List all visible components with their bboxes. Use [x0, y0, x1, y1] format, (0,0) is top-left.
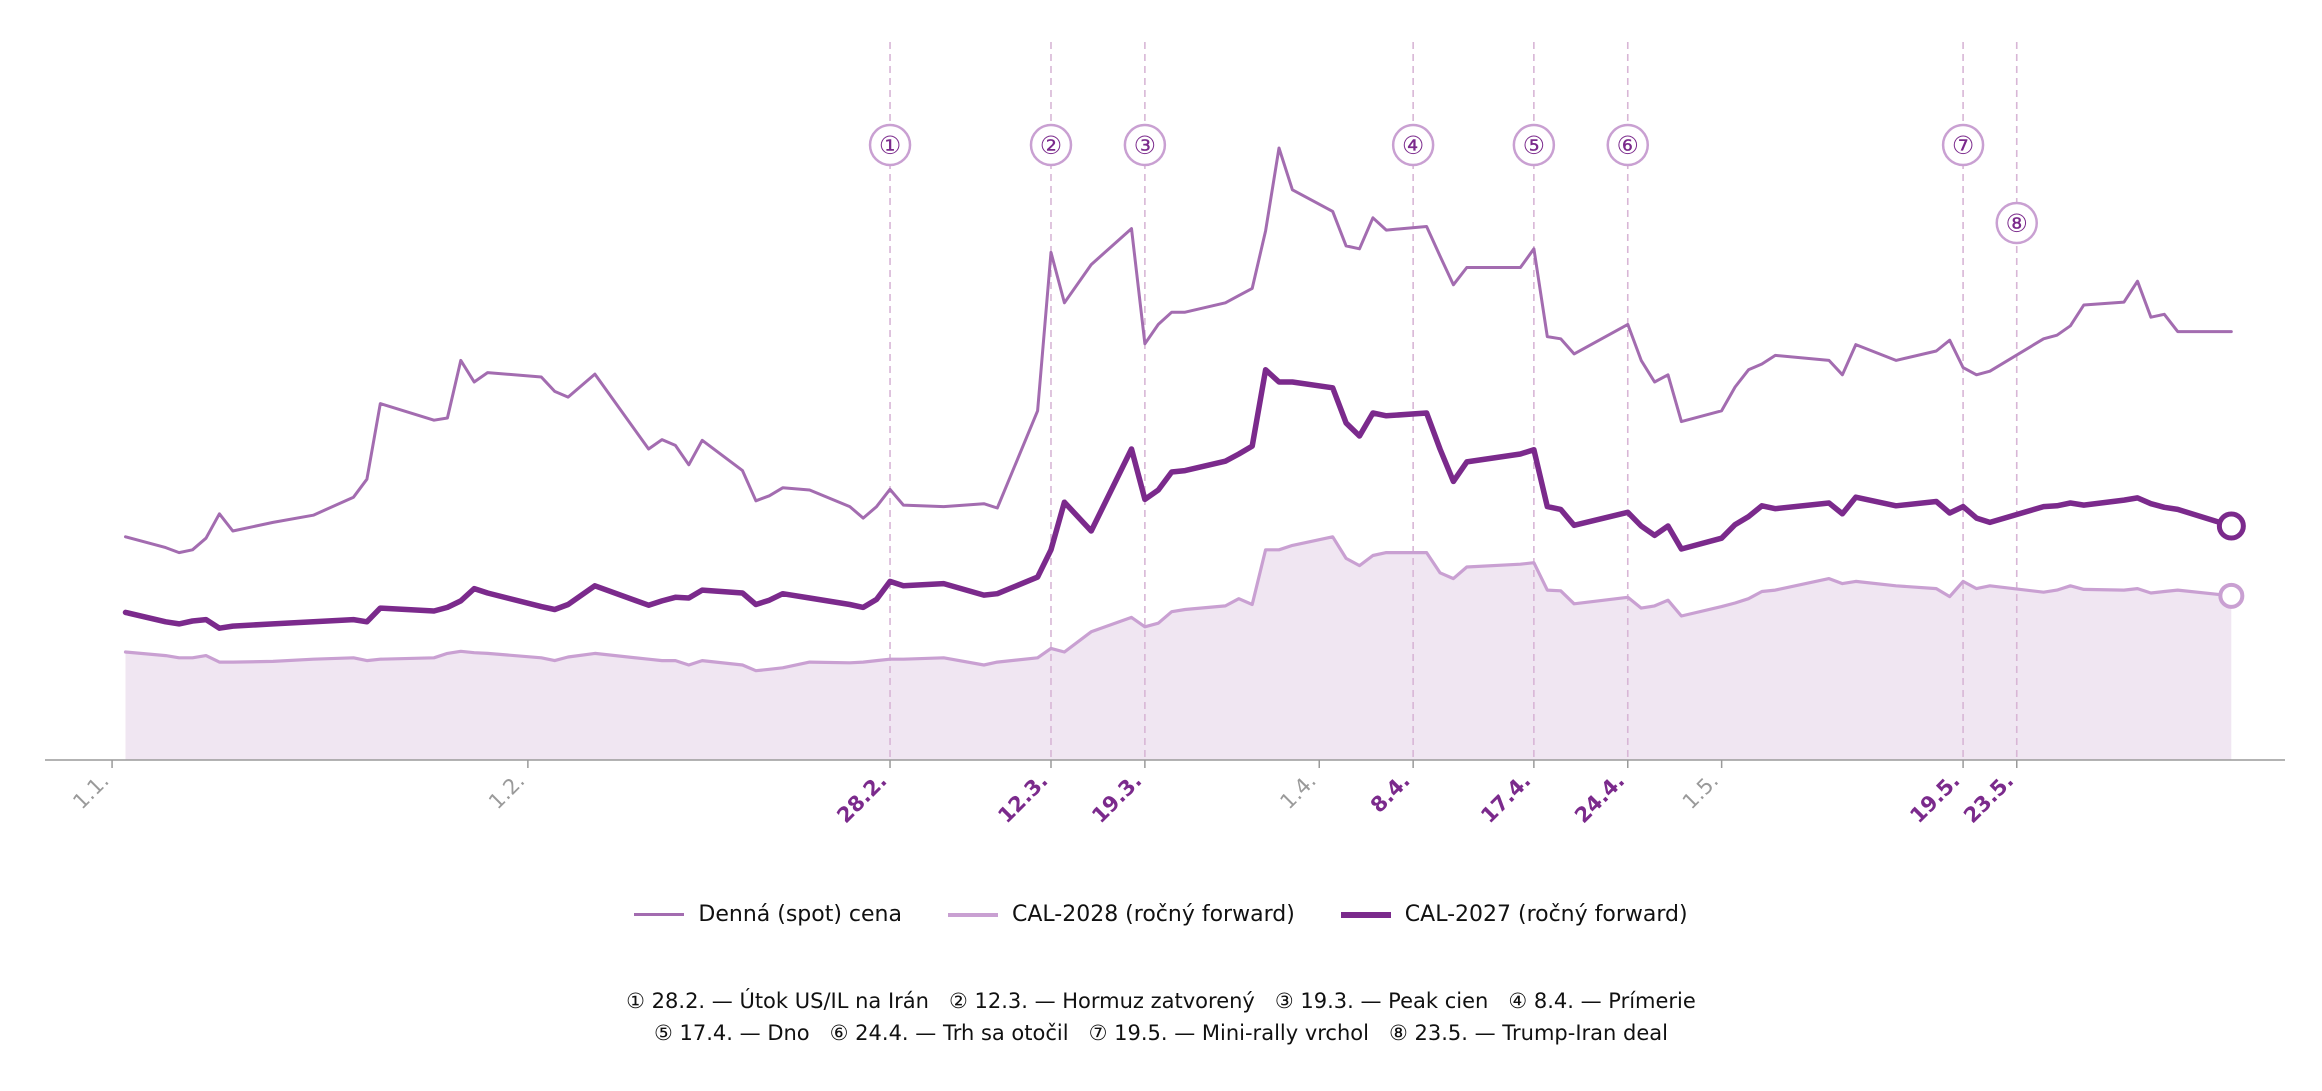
- x-tick-label-10: 1.5.: [1678, 769, 1723, 814]
- event-marker-label-4: ④: [1402, 131, 1424, 160]
- event-markers-layer: ① ② ③ ④ ⑤ ⑥ ⑦ ⑧: [868, 42, 2038, 760]
- legend-swatch-cal-2027: [1340, 911, 1391, 918]
- series-line-spot: [124, 146, 2233, 555]
- event-marker-circle-8: [1995, 201, 2038, 245]
- legend-item-cal-2028: CAL-2028 (ročný forward): [947, 902, 1295, 927]
- event-marker-label-5: ⑤: [1523, 131, 1545, 160]
- x-tick-label-2: 1.2.: [484, 769, 529, 814]
- series-line-cal-2028: [123, 535, 2233, 673]
- event-marker-label-7: ⑦: [1952, 131, 1974, 160]
- x-tick-label-6: 1.4.: [1275, 769, 1320, 814]
- legend-label-cal-2028: CAL-2028 (ročný forward): [1011, 902, 1295, 927]
- legend-swatch-spot: [634, 913, 685, 916]
- legend: Denná (spot) cena CAL-2028 (ročný forwar…: [0, 902, 2322, 927]
- legend-label-cal-2027: CAL-2027 (ročný forward): [1404, 902, 1688, 927]
- legend-item-cal-2027: CAL-2027 (ročný forward): [1340, 902, 1688, 927]
- event-marker-label-3: ③: [1134, 131, 1156, 160]
- event-marker-circle-4: [1391, 123, 1435, 167]
- event-marker-label-6: ⑥: [1617, 131, 1639, 160]
- cal-2028-area-fill: [125, 536, 2232, 760]
- series-line-cal-2027: [122, 367, 2235, 631]
- cal-2027-end-marker: [2216, 511, 2246, 541]
- area-layer: [125, 536, 2232, 760]
- x-tick-label-7: 8.4.: [1366, 769, 1415, 818]
- series-layer: [122, 146, 2246, 673]
- event-legend: ① 28.2. — Útok US/IL na Irán ② 12.3. — H…: [0, 985, 2322, 1049]
- event-marker-circle-7: [1941, 123, 1985, 167]
- legend-swatch-cal-2028: [947, 912, 998, 917]
- event-marker-label-8: ⑧: [2006, 209, 2028, 238]
- x-axis: 1.1. 1.2. 28.2. 12.3. 19.3. 1.4. 8.4. 17.4. 24.4…: [45, 759, 2285, 828]
- x-tick-label-12: 23.5.: [1959, 769, 2018, 828]
- event-marker-label-1: ①: [879, 131, 901, 160]
- legend-label-spot: Denná (spot) cena: [698, 902, 902, 927]
- event-marker-circle-3: [1123, 123, 1167, 167]
- event-marker-circle-5: [1512, 123, 1556, 167]
- x-tick-label-9: 24.4.: [1570, 769, 1629, 828]
- event-marker-label-2: ②: [1040, 131, 1062, 160]
- x-tick-label-3: 28.2.: [832, 769, 891, 828]
- event-marker-circle-2: [1029, 123, 1073, 167]
- x-tick-label-5: 19.3.: [1087, 769, 1146, 828]
- x-tick-label-8: 17.4.: [1476, 769, 1535, 828]
- x-tick-label-4: 12.3.: [993, 769, 1052, 828]
- event-marker-circle-1: [868, 123, 912, 167]
- x-tick-label-1: 1.1.: [68, 769, 113, 814]
- event-marker-circle-6: [1606, 123, 1650, 167]
- event-legend-line-1: ① 28.2. — Útok US/IL na Irán ② 12.3. — H…: [626, 989, 1696, 1013]
- x-tick-label-11: 19.5.: [1905, 769, 1964, 828]
- event-legend-line-2: ⑤ 17.4. — Dno ⑥ 24.4. — Trh sa otočil ⑦ …: [654, 1021, 1668, 1045]
- cal-2028-end-marker: [2218, 582, 2245, 609]
- legend-item-spot: Denná (spot) cena: [634, 902, 902, 927]
